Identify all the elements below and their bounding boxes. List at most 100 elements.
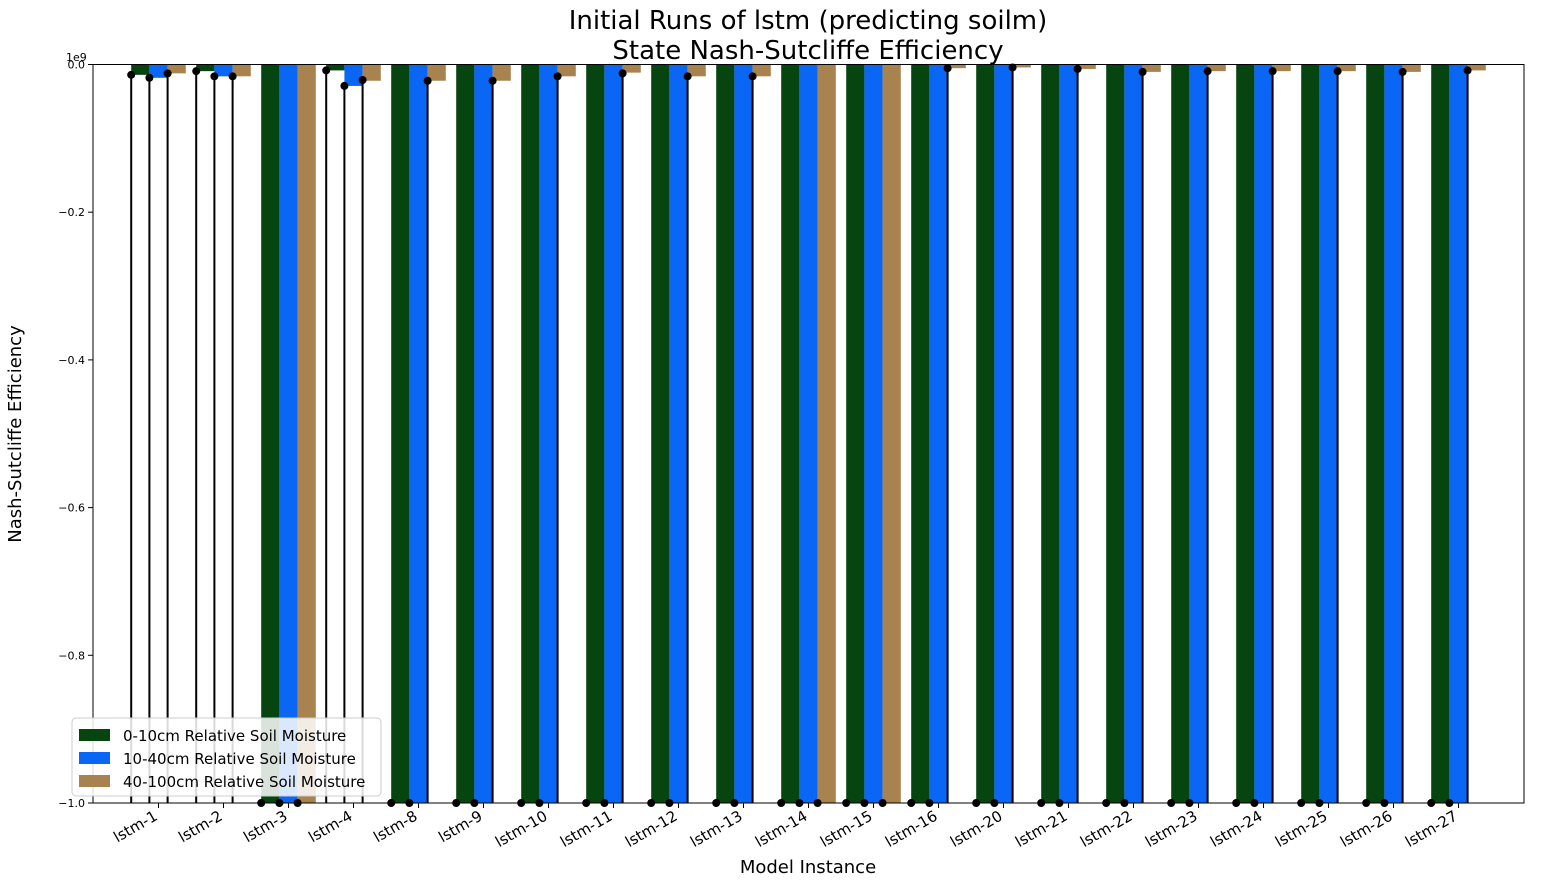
point-marker-lstm-2-s1 <box>210 72 219 81</box>
bar-lstm-15-s2 <box>882 64 901 803</box>
point-marker-lstm-12-s2 <box>683 72 692 81</box>
point-marker-lstm-21-s2 <box>1073 64 1082 73</box>
y-axis-label: Nash-Sutcliffe Efficiency <box>5 325 26 543</box>
bar-lstm-23-s1 <box>1189 64 1208 803</box>
bar-lstm-4-s2 <box>362 64 381 81</box>
point-marker-lstm-2-s0 <box>192 67 201 76</box>
bar-lstm-23-s2 <box>1207 64 1226 72</box>
bar-lstm-20-s2 <box>1012 64 1031 68</box>
legend-swatch-10-40cm <box>79 752 110 764</box>
bar-lstm-27-s1 <box>1449 64 1468 803</box>
bar-lstm-15-s1 <box>864 64 883 803</box>
bar-lstm-16-s2 <box>947 64 966 69</box>
point-marker-lstm-26-s2 <box>1398 67 1407 76</box>
point-marker-lstm-22-s2 <box>1138 67 1147 76</box>
bar-lstm-3-s2 <box>297 64 316 803</box>
bar-lstm-26-s0 <box>1366 64 1385 803</box>
bar-lstm-23-s0 <box>1171 64 1190 803</box>
point-marker-lstm-11-s2 <box>618 69 627 78</box>
bar-lstm-3-s1 <box>279 64 298 803</box>
bar-lstm-1-s0 <box>131 64 150 75</box>
bar-lstm-10-s0 <box>521 64 540 803</box>
x-tick-label-lstm-15: lstm-15 <box>817 807 875 851</box>
chart-title-line-1: Initial Runs of lstm (predicting soilm) <box>569 6 1048 36</box>
bar-lstm-24-s0 <box>1236 64 1255 803</box>
bar-lstm-11-s2 <box>622 64 641 73</box>
x-tick-label-lstm-4: lstm-4 <box>305 807 355 846</box>
bar-lstm-9-s0 <box>456 64 475 803</box>
bar-lstm-10-s1 <box>539 64 558 803</box>
bar-lstm-24-s2 <box>1272 64 1291 72</box>
bar-lstm-22-s1 <box>1124 64 1143 803</box>
bar-lstm-14-s0 <box>781 64 800 803</box>
point-marker-lstm-1-s0 <box>127 70 136 79</box>
bar-lstm-11-s0 <box>586 64 605 803</box>
y-tick-label: −0.8 <box>58 649 85 662</box>
x-tick-label-lstm-1: lstm-1 <box>110 807 160 846</box>
y-axis: 0.0 −0.2 −0.4 −0.6 −0.8 −1.0 <box>58 59 93 810</box>
y-tick-label: 0.0 <box>68 59 86 72</box>
bar-lstm-12-s0 <box>651 64 670 803</box>
x-tick-label-lstm-23: lstm-23 <box>1142 807 1200 851</box>
bar-lstm-12-s1 <box>669 64 688 803</box>
bar-lstm-21-s1 <box>1059 64 1078 803</box>
x-tick-label-lstm-12: lstm-12 <box>622 807 680 851</box>
bar-lstm-8-s2 <box>427 64 446 81</box>
bar-lstm-1-s1 <box>149 64 168 78</box>
bar-lstm-9-s1 <box>474 64 493 803</box>
bar-lstm-15-s0 <box>846 64 865 803</box>
bar-lstm-14-s1 <box>799 64 818 803</box>
point-marker-lstm-20-s2 <box>1008 63 1017 72</box>
bar-lstm-27-s0 <box>1431 64 1450 803</box>
bar-lstm-13-s0 <box>716 64 735 803</box>
x-tick-label-lstm-13: lstm-13 <box>687 807 745 851</box>
point-marker-lstm-27-s2 <box>1463 66 1472 75</box>
bar-lstm-20-s0 <box>976 64 995 803</box>
x-tick-label-lstm-8: lstm-8 <box>370 807 420 846</box>
bar-lstm-27-s2 <box>1467 64 1486 71</box>
point-marker-lstm-4-s2 <box>358 76 367 85</box>
bar-lstm-21-s2 <box>1077 64 1096 69</box>
bar-lstm-20-s1 <box>994 64 1013 803</box>
point-marker-lstm-8-s2 <box>423 76 432 85</box>
legend-swatch-0-10cm <box>79 729 110 741</box>
x-tick-label-lstm-24: lstm-24 <box>1207 807 1265 851</box>
bar-lstm-1-s2 <box>167 64 186 74</box>
legend-label-10-40cm: 10-40cm Relative Soil Moisture <box>123 750 356 768</box>
x-axis: lstm-1 lstm-2 lstm-3 lstm-4 lstm-8 lstm-9 lstm… <box>110 803 1461 851</box>
point-marker-lstm-23-s2 <box>1203 67 1212 76</box>
point-marker-lstm-1-s2 <box>163 69 172 78</box>
bar-lstm-2-s2 <box>232 64 251 77</box>
point-marker-lstm-4-s0 <box>322 66 331 75</box>
x-tick-label-lstm-25: lstm-25 <box>1272 807 1330 851</box>
point-marker-lstm-13-s2 <box>748 72 757 81</box>
x-tick-label-lstm-26: lstm-26 <box>1337 807 1395 851</box>
bar-lstm-11-s1 <box>604 64 623 803</box>
bar-lstm-16-s1 <box>929 64 948 803</box>
bar-lstm-2-s1 <box>214 64 233 77</box>
y-tick-label: −0.6 <box>58 502 85 515</box>
bar-lstm-2-s0 <box>196 64 215 72</box>
x-tick-label-lstm-10: lstm-10 <box>492 807 550 851</box>
chart-title-line-2: State Nash-Sutcliffe Efficiency <box>612 36 1003 66</box>
bar-lstm-21-s0 <box>1041 64 1060 803</box>
point-marker-lstm-9-s2 <box>488 76 497 85</box>
x-tick-label-lstm-11: lstm-11 <box>557 807 615 851</box>
bar-lstm-22-s0 <box>1106 64 1125 803</box>
x-tick-label-lstm-9: lstm-9 <box>435 807 485 846</box>
bar-lstm-25-s0 <box>1301 64 1320 803</box>
bar-lstm-3-s0 <box>261 64 280 803</box>
point-marker-lstm-4-s1 <box>340 81 349 90</box>
bar-lstm-12-s2 <box>687 64 706 77</box>
point-marker-lstm-10-s2 <box>553 72 562 81</box>
bar-lstm-22-s2 <box>1142 64 1161 72</box>
legend-swatch-40-100cm <box>79 775 110 787</box>
point-marker-lstm-24-s2 <box>1268 67 1277 76</box>
bar-lstm-8-s1 <box>409 64 428 803</box>
x-tick-label-lstm-14: lstm-14 <box>752 807 810 851</box>
bar-lstm-8-s0 <box>391 64 410 803</box>
point-marker-lstm-1-s1 <box>145 73 154 82</box>
bar-lstm-16-s0 <box>911 64 930 803</box>
